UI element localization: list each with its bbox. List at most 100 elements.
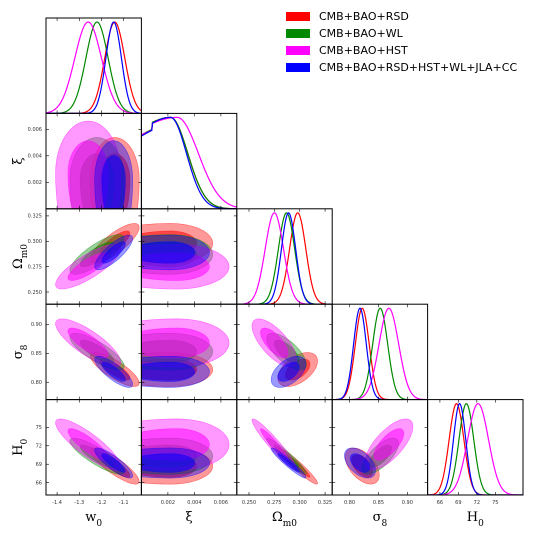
contour-68 [141, 241, 196, 264]
contour-68 [67, 428, 109, 461]
y-tick-label: 0.325 [28, 214, 42, 220]
x-tick-label: -1.2 [97, 500, 107, 506]
x-tick-label: 0.004 [187, 500, 201, 506]
contour-panel-Om0-H0 [251, 418, 318, 485]
y-tick-label: 0.300 [28, 239, 42, 245]
y-tick-label: 0.90 [31, 322, 42, 328]
x-tick-label: -1.1 [119, 500, 129, 506]
y-tick-label: 72 [36, 444, 42, 450]
x-tick-label: 0.275 [267, 500, 281, 506]
contour-68 [101, 241, 126, 264]
y-tick-label: 0.006 [28, 127, 42, 133]
legend-label: CMB+BAO+RSD [319, 10, 409, 23]
x-tick-label: 0.325 [318, 500, 332, 506]
contour-68 [349, 453, 370, 473]
contour-panel-xi-Om0 [141, 223, 230, 290]
legend-swatch [286, 63, 310, 72]
x-tick-label: -1.3 [74, 500, 84, 506]
legend-swatch [286, 12, 310, 21]
contour-68 [67, 140, 109, 209]
y-tick-label: 0.85 [31, 351, 42, 357]
contour-68 [141, 361, 196, 382]
marginal-panel-s8 [332, 307, 428, 400]
contour-panel-xi-H0 [141, 418, 230, 485]
x-axis-label-w0: w0 [85, 510, 102, 529]
x-tick-label: 0.85 [373, 500, 384, 506]
y-tick-label: 66 [36, 480, 42, 486]
y-tick-label: 0.250 [28, 290, 42, 296]
contour-68 [373, 428, 405, 461]
panel-frame [427, 399, 524, 496]
marginal-curve [46, 21, 142, 114]
panel-frame [45, 17, 142, 114]
legend-entry: CMB+BAO+RSD [286, 8, 517, 25]
x-tick-label: 0.250 [242, 500, 256, 506]
contour-68 [277, 361, 300, 382]
x-axis-label-xi: ξ [186, 510, 193, 525]
y-axis-label-s8: σ8 [11, 344, 30, 359]
y-tick-label: 0.002 [28, 180, 42, 186]
marginal-curve [332, 307, 428, 400]
contour-68 [260, 327, 289, 359]
y-axis-label-group: ξ [11, 158, 26, 165]
legend-swatch [286, 46, 310, 55]
marginal-curve [332, 307, 428, 400]
x-tick-label: 0.006 [214, 500, 228, 506]
contour-68 [141, 327, 210, 359]
contour-68 [277, 453, 300, 473]
y-tick-label: 75 [36, 425, 42, 431]
marginal-curve [141, 116, 237, 208]
marginal-curve [236, 212, 333, 305]
contour-panel-w0-xi [55, 120, 140, 209]
y-axis-label-group: Ωm0 [11, 244, 30, 269]
x-axis-label-H0: H0 [467, 510, 484, 529]
y-tick-label: 0.004 [28, 154, 42, 160]
contour-panel-s8-H0 [344, 418, 414, 485]
x-tick-label: -1.4 [52, 500, 62, 506]
contour-68 [67, 327, 109, 359]
contour-panel-w0-H0 [55, 418, 140, 485]
panel-frame [236, 399, 333, 496]
panel-frame [331, 303, 429, 401]
x-tick-label: 0.002 [161, 500, 175, 506]
y-axis-label-group: H0 [11, 438, 30, 455]
marginal-curve [46, 21, 142, 114]
contour-panel-w0-Om0 [55, 223, 140, 290]
marginal-panel-w0 [46, 21, 142, 114]
contour-panel-Om0-s8 [251, 318, 318, 388]
y-tick-label: 69 [36, 462, 42, 468]
legend-label: CMB+BAO+WL [319, 27, 403, 40]
contour-panel-w0-s8 [55, 318, 140, 388]
legend-label: CMB+BAO+HST [319, 44, 408, 57]
contour-68 [101, 361, 126, 382]
x-tick-label: 0.80 [344, 500, 355, 506]
legend-entry: CMB+BAO+HST [286, 42, 517, 59]
marginal-curve [46, 21, 142, 114]
marginal-curve [332, 307, 428, 400]
y-tick-label: 0.275 [28, 264, 42, 270]
legend-label: CMB+BAO+RSD+HST+WL+JLA+CC [319, 61, 518, 74]
x-tick-label: 0.300 [293, 500, 307, 506]
contour-68 [141, 428, 210, 461]
legend-entry: CMB+BAO+WL [286, 25, 517, 42]
y-axis-label-xi: ξ [11, 158, 26, 165]
y-axis-label-Om0: Ωm0 [11, 244, 30, 269]
contour-68 [101, 155, 126, 209]
contour-68 [101, 453, 126, 473]
marginal-panel-xi [141, 116, 237, 209]
marginal-curve [332, 307, 428, 400]
marginal-panel-H0 [427, 402, 523, 496]
legend-swatch [286, 29, 310, 38]
x-tick-label: 69 [455, 500, 461, 506]
x-tick-label: 75 [492, 500, 498, 506]
contour-68 [67, 252, 109, 281]
x-axis-label-Om0: Ωm0 [272, 510, 297, 529]
y-axis-label-H0: H0 [11, 438, 30, 455]
legend: CMB+BAO+RSD CMB+BAO+WL CMB+BAO+HST CMB+B… [286, 8, 517, 76]
contour-68 [141, 453, 196, 473]
x-tick-label: 0.90 [402, 500, 413, 506]
x-tick-label: 72 [474, 500, 480, 506]
legend-entry: CMB+BAO+RSD+HST+WL+JLA+CC [286, 59, 517, 76]
y-axis-label-group: σ8 [11, 344, 30, 359]
